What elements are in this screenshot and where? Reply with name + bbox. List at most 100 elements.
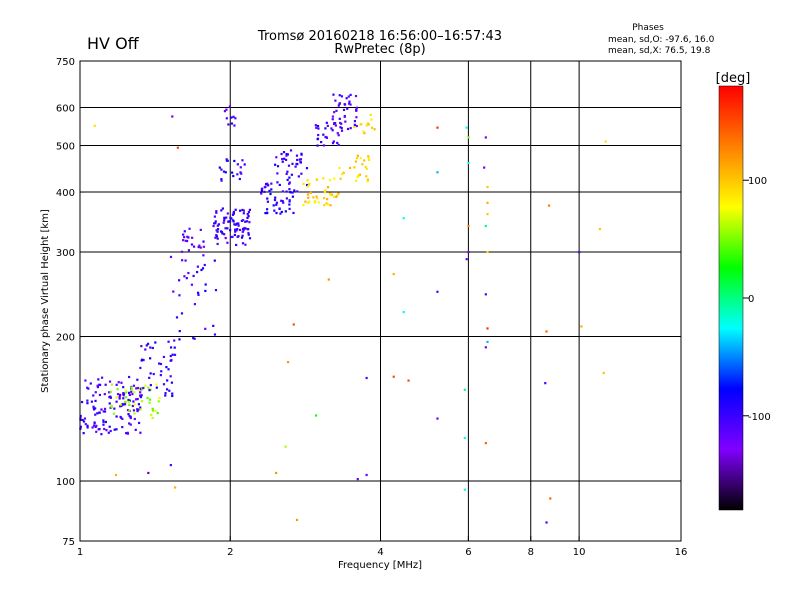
data-point (336, 141, 339, 145)
data-point (336, 194, 339, 197)
data-point (349, 93, 352, 97)
data-point (465, 258, 468, 261)
y-tick-label: 100 (56, 477, 75, 488)
data-point (304, 200, 307, 203)
data-point (84, 379, 87, 382)
data-point (266, 211, 269, 215)
data-point (353, 120, 357, 123)
data-point (331, 118, 334, 121)
data-point (231, 213, 235, 216)
data-point (130, 388, 134, 391)
data-point (214, 220, 217, 223)
data-point (122, 394, 125, 397)
data-point (191, 236, 194, 239)
data-point (102, 423, 105, 426)
data-point (349, 103, 352, 106)
data-point (270, 188, 273, 191)
data-point (123, 403, 127, 406)
data-point (342, 108, 346, 112)
data-point (341, 173, 344, 176)
data-point (162, 355, 166, 359)
data-point (247, 211, 250, 214)
data-point (220, 168, 223, 171)
data-point (367, 123, 370, 126)
data-point (234, 228, 237, 231)
data-point (281, 160, 284, 163)
data-point (273, 198, 277, 202)
data-point (273, 209, 276, 212)
data-point (234, 223, 237, 226)
data-point (94, 391, 97, 394)
stats-line-x: mean, sd,X: 76.5, 19.8 (608, 46, 711, 56)
data-point (202, 245, 205, 248)
colorbar-tick-label: 100 (748, 176, 767, 187)
data-point (195, 270, 199, 274)
data-point (286, 361, 290, 364)
data-point (180, 250, 184, 253)
data-points (79, 93, 607, 524)
data-point (343, 103, 346, 106)
data-point (353, 166, 356, 169)
data-point (184, 259, 187, 262)
data-point (295, 154, 299, 157)
data-point (151, 409, 155, 412)
data-point (230, 235, 233, 239)
data-point (486, 251, 489, 254)
data-point (108, 391, 111, 394)
data-point (144, 384, 147, 387)
data-point (171, 392, 174, 395)
data-point (80, 400, 84, 404)
data-point (245, 220, 249, 223)
data-point (120, 381, 123, 384)
x-tick-label: 8 (528, 547, 534, 558)
data-point (317, 133, 320, 137)
data-point (234, 208, 237, 211)
data-point (193, 337, 196, 340)
data-point (229, 220, 232, 223)
data-point (486, 340, 489, 344)
data-point (239, 166, 242, 169)
data-point (235, 229, 238, 232)
data-point (362, 130, 365, 133)
data-point (336, 132, 339, 135)
data-point (241, 242, 245, 245)
data-point (150, 413, 153, 416)
data-point (325, 202, 328, 205)
data-point (136, 409, 139, 413)
data-point (463, 436, 466, 440)
data-point (232, 115, 235, 118)
data-point (263, 186, 266, 189)
data-point (86, 399, 89, 402)
data-point (135, 398, 138, 401)
data-point (366, 178, 370, 181)
data-point (233, 159, 236, 163)
data-point (225, 117, 228, 120)
data-point (82, 432, 85, 435)
data-point (239, 171, 242, 174)
data-point (241, 219, 245, 222)
grid-lines (80, 61, 681, 541)
data-point (243, 163, 246, 166)
data-point (132, 384, 136, 387)
data-point (215, 211, 218, 214)
data-point (244, 220, 247, 223)
data-point (119, 405, 122, 408)
data-point (183, 275, 186, 278)
data-point (322, 177, 325, 180)
data-point (128, 409, 131, 412)
data-point (104, 383, 107, 386)
data-point (355, 157, 359, 160)
data-point (286, 153, 289, 156)
data-point (129, 423, 132, 426)
data-point (486, 327, 489, 330)
data-point (147, 386, 150, 389)
data-point (296, 190, 299, 193)
data-point (86, 426, 89, 429)
data-point (213, 333, 217, 336)
data-point (230, 116, 233, 119)
data-point (127, 398, 130, 402)
data-point (232, 174, 235, 178)
data-point (316, 124, 320, 128)
y-tick-label: 300 (56, 248, 75, 259)
data-point (149, 346, 152, 349)
